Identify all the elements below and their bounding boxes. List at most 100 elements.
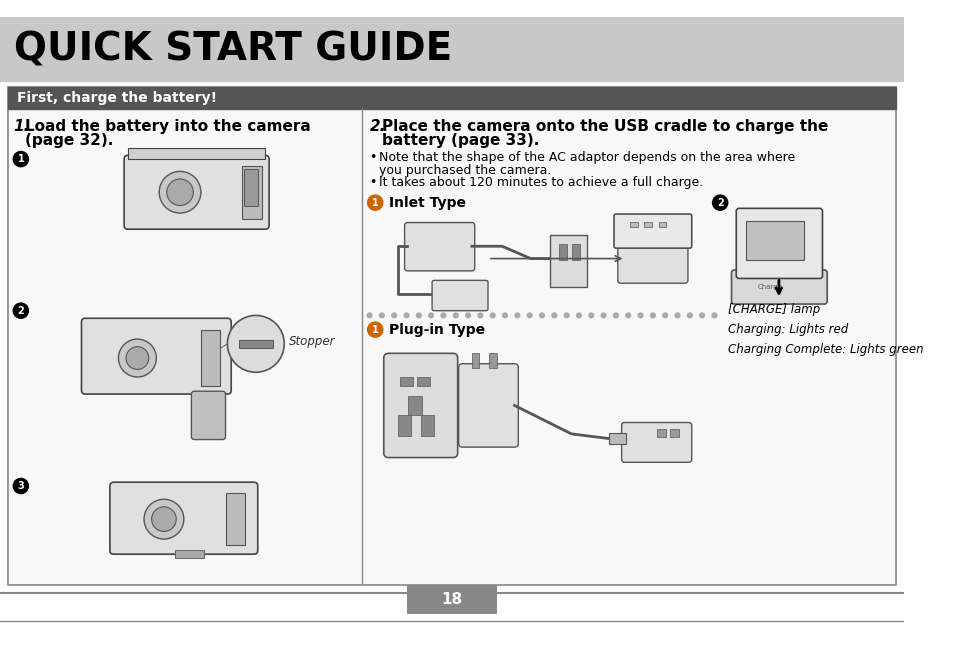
FancyBboxPatch shape [618,242,687,283]
Bar [489,353,496,368]
Text: •: • [369,176,376,189]
Circle shape [118,339,156,377]
FancyBboxPatch shape [124,155,269,229]
Text: 3: 3 [17,481,24,491]
Bar [643,222,651,227]
Circle shape [379,313,384,318]
Circle shape [367,322,382,337]
Circle shape [712,195,727,210]
Text: It takes about 120 minutes to achieve a full charge.: It takes about 120 minutes to achieve a … [378,176,702,189]
Circle shape [576,313,580,318]
Bar [226,493,245,545]
Bar [175,550,204,558]
Bar [416,377,430,386]
Text: Place the camera onto the USB cradle to charge the: Place the camera onto the USB cradle to … [381,120,827,134]
Text: 1: 1 [372,325,378,335]
Circle shape [159,171,201,213]
Circle shape [552,313,557,318]
Bar [658,222,665,227]
Bar [408,396,421,415]
Circle shape [477,313,482,318]
FancyBboxPatch shape [458,364,517,447]
Text: [CHARGE] lamp
Charging: Lights red
Charging Complete: Lights green: [CHARGE] lamp Charging: Lights red Charg… [727,303,923,356]
Circle shape [563,313,568,318]
Bar [630,222,637,227]
Circle shape [588,313,593,318]
Text: 2: 2 [716,198,722,207]
Bar [244,169,257,205]
Text: •: • [369,152,376,165]
Text: 2: 2 [17,306,24,316]
Text: First, charge the battery!: First, charge the battery! [17,91,217,105]
FancyBboxPatch shape [81,318,231,394]
Text: (page 32).: (page 32). [25,132,112,147]
Text: Note that the shape of the AC adaptor depends on the area where: Note that the shape of the AC adaptor de… [378,152,795,165]
Bar [669,429,679,437]
FancyBboxPatch shape [110,482,257,554]
Bar [420,415,434,436]
Bar [549,235,587,287]
Text: Stopper: Stopper [289,335,335,348]
Circle shape [126,347,149,370]
Circle shape [392,313,396,318]
Text: Plug-in Type: Plug-in Type [388,322,484,337]
Circle shape [440,313,445,318]
Circle shape [650,313,655,318]
FancyBboxPatch shape [621,422,691,463]
FancyBboxPatch shape [432,280,488,311]
Bar [609,433,626,444]
Circle shape [675,313,679,318]
Circle shape [167,179,193,205]
Bar [745,221,803,260]
Bar [407,585,496,614]
Circle shape [539,313,544,318]
Bar [8,87,896,109]
Circle shape [367,313,372,318]
Circle shape [613,313,618,318]
Bar [8,87,896,585]
Bar [241,166,262,219]
Circle shape [490,313,495,318]
Circle shape [13,152,29,167]
Circle shape [227,315,284,372]
Text: Load the battery into the camera: Load the battery into the camera [25,120,310,134]
Circle shape [367,195,382,210]
Bar [472,353,479,368]
Bar [397,415,411,436]
Text: 1.: 1. [13,120,30,134]
FancyBboxPatch shape [614,214,691,248]
Circle shape [13,303,29,318]
FancyBboxPatch shape [404,223,475,271]
Bar [558,244,566,260]
Circle shape [711,313,716,318]
FancyBboxPatch shape [383,353,457,457]
Text: QUICK START GUIDE: QUICK START GUIDE [14,30,452,68]
Bar [656,429,665,437]
Circle shape [625,313,630,318]
Bar [238,340,273,348]
Circle shape [638,313,642,318]
FancyBboxPatch shape [736,209,821,278]
Text: you purchased the camera.: you purchased the camera. [378,164,551,177]
Text: 2.: 2. [369,120,386,134]
Circle shape [428,313,433,318]
Bar [0,17,903,81]
Circle shape [700,313,703,318]
Circle shape [144,499,184,539]
Text: 1: 1 [372,198,378,207]
Text: Inlet Type: Inlet Type [388,196,465,210]
Circle shape [515,313,519,318]
Circle shape [687,313,692,318]
Bar [128,148,265,159]
Circle shape [404,313,409,318]
Circle shape [600,313,605,318]
Bar [572,244,579,260]
Text: battery (page 33).: battery (page 33). [381,132,538,147]
FancyBboxPatch shape [192,391,225,439]
Circle shape [527,313,532,318]
Text: 1: 1 [17,154,24,164]
Bar [399,377,413,386]
Circle shape [465,313,470,318]
Circle shape [453,313,457,318]
Bar [201,329,219,386]
